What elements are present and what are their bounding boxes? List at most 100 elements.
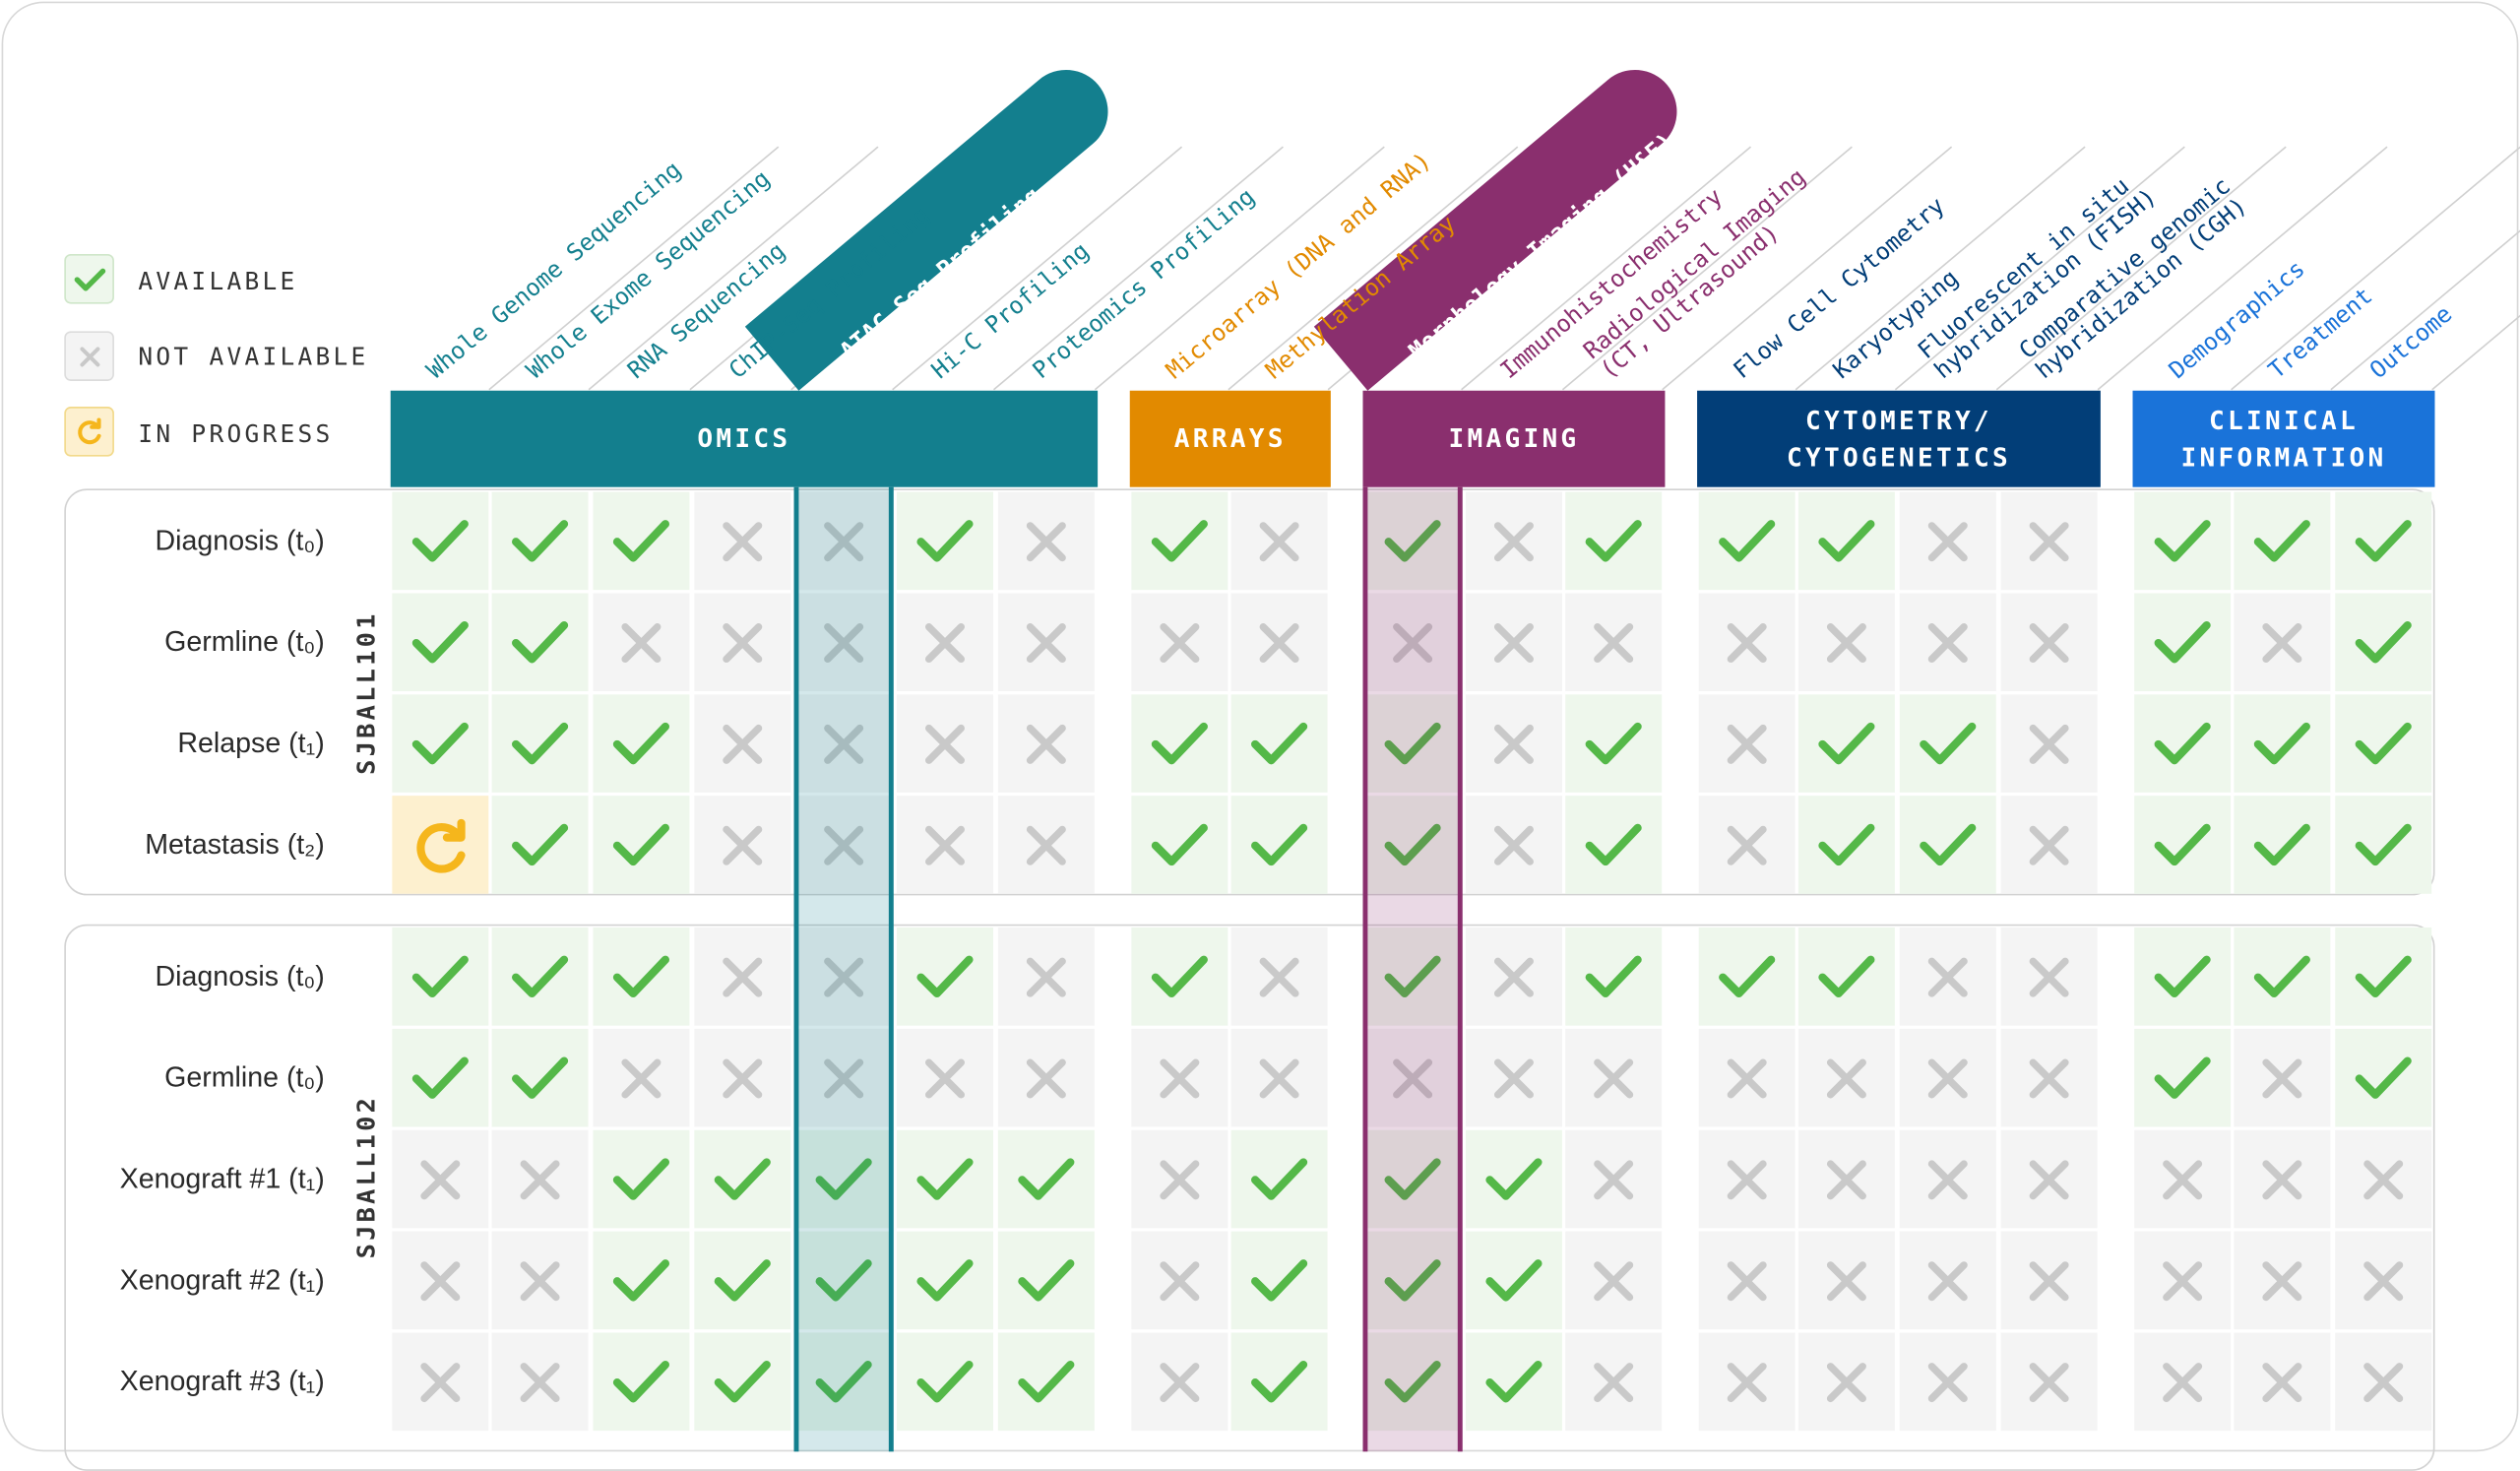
cross-icon bbox=[723, 622, 763, 663]
status-cell-available bbox=[1899, 796, 1996, 894]
cross-icon bbox=[1160, 622, 1200, 663]
status-cell-not-available bbox=[795, 796, 893, 894]
status-cell-available bbox=[2234, 796, 2331, 894]
cross-icon bbox=[1160, 1159, 1200, 1199]
check-icon bbox=[1920, 822, 1977, 865]
status-cell-available bbox=[2335, 927, 2432, 1026]
status-cell-available bbox=[897, 491, 993, 591]
status-cell-not-available bbox=[997, 593, 1095, 692]
status-cell-available bbox=[1797, 796, 1895, 894]
not-available-swatch bbox=[64, 331, 114, 381]
status-cell-not-available bbox=[1465, 1028, 1562, 1127]
status-cell-available bbox=[1131, 694, 1228, 793]
check-icon bbox=[1585, 519, 1642, 561]
status-cell-not-available bbox=[1131, 593, 1228, 692]
cross-icon bbox=[1594, 1057, 1634, 1098]
status-cell-not-available bbox=[694, 1028, 791, 1127]
status-cell-not-available bbox=[897, 694, 993, 793]
status-cell-not-available bbox=[1465, 927, 1562, 1026]
status-cell-not-available bbox=[897, 796, 993, 894]
cross-icon bbox=[1393, 1057, 1433, 1098]
available-swatch bbox=[64, 253, 114, 304]
status-cell-not-available bbox=[491, 1332, 589, 1432]
status-cell-available bbox=[1797, 491, 1895, 591]
cross-icon bbox=[1927, 1057, 1968, 1098]
check-icon bbox=[1585, 822, 1642, 865]
check-icon bbox=[612, 519, 669, 561]
status-cell-not-available bbox=[2000, 694, 2098, 793]
cross-icon bbox=[1493, 956, 1534, 996]
status-cell-available bbox=[1698, 491, 1796, 591]
status-cell-available bbox=[1465, 1332, 1562, 1432]
check-icon bbox=[73, 267, 105, 290]
status-cell-available bbox=[1230, 1231, 1328, 1330]
status-cell-not-available bbox=[2000, 1129, 2098, 1229]
status-cell-available bbox=[1565, 694, 1663, 793]
check-icon bbox=[2154, 722, 2211, 764]
cross-icon bbox=[621, 1057, 662, 1098]
cross-icon bbox=[924, 1057, 965, 1098]
status-cell-not-available bbox=[1131, 1129, 1228, 1229]
cross-icon bbox=[1826, 1362, 1866, 1402]
check-icon bbox=[612, 722, 669, 764]
status-cell-available bbox=[593, 1231, 690, 1330]
check-icon bbox=[1384, 954, 1441, 997]
check-icon bbox=[1251, 722, 1308, 764]
status-cell-available bbox=[491, 491, 589, 591]
check-icon bbox=[1384, 722, 1441, 764]
cross-icon bbox=[1493, 521, 1534, 561]
check-icon bbox=[1384, 1360, 1441, 1402]
check-icon bbox=[411, 722, 469, 764]
cross-icon bbox=[824, 521, 864, 561]
status-cell-available bbox=[897, 1332, 993, 1432]
status-cell-available bbox=[795, 1332, 893, 1432]
status-cell-not-available bbox=[1797, 1028, 1895, 1127]
check-icon bbox=[612, 954, 669, 997]
status-cell-available bbox=[997, 1332, 1095, 1432]
group-header-arrays: ARRAYS bbox=[1129, 390, 1331, 487]
cross-icon bbox=[1594, 1159, 1634, 1199]
check-icon bbox=[1818, 822, 1875, 865]
status-cell-not-available bbox=[1899, 927, 1996, 1026]
cross-icon bbox=[1826, 622, 1866, 663]
status-cell-not-available bbox=[1131, 1231, 1228, 1330]
status-cell-available bbox=[1131, 796, 1228, 894]
cross-icon bbox=[420, 1260, 461, 1301]
check-icon bbox=[714, 1360, 771, 1402]
cross-icon bbox=[1927, 1260, 1968, 1301]
status-cell-available bbox=[593, 1332, 690, 1432]
status-cell-not-available bbox=[694, 796, 791, 894]
cross-icon bbox=[924, 824, 965, 864]
cross-icon bbox=[2163, 1159, 2203, 1199]
status-cell-available bbox=[1230, 1129, 1328, 1229]
status-cell-not-available bbox=[2335, 1129, 2432, 1229]
cross-icon bbox=[1026, 724, 1066, 764]
status-cell-available bbox=[997, 1231, 1095, 1330]
status-cell-available bbox=[1565, 796, 1663, 894]
status-cell-not-available bbox=[2234, 1231, 2331, 1330]
cross-icon bbox=[2029, 622, 2069, 663]
check-icon bbox=[511, 722, 569, 764]
status-cell-available bbox=[2134, 694, 2232, 793]
check-icon bbox=[1251, 1360, 1308, 1402]
cross-icon bbox=[1026, 1057, 1066, 1098]
cross-icon bbox=[520, 1260, 560, 1301]
status-cell-available bbox=[1465, 1129, 1562, 1229]
status-cell-available bbox=[1565, 491, 1663, 591]
status-cell-available bbox=[2134, 491, 2232, 591]
cross-icon bbox=[2262, 1057, 2302, 1098]
status-cell-available bbox=[1230, 1332, 1328, 1432]
group-header-omics: OMICS bbox=[390, 390, 1099, 487]
check-icon bbox=[916, 1157, 974, 1199]
cross-icon bbox=[2163, 1260, 2203, 1301]
cross-icon bbox=[420, 1362, 461, 1402]
cross-icon bbox=[1259, 521, 1299, 561]
cross-icon bbox=[520, 1159, 560, 1199]
status-cell-not-available bbox=[997, 927, 1095, 1026]
cross-icon bbox=[924, 622, 965, 663]
check-icon bbox=[2154, 822, 2211, 865]
group-header-clinical: CLINICAL INFORMATION bbox=[2132, 390, 2435, 487]
status-cell-not-available bbox=[2000, 1332, 2098, 1432]
status-cell-not-available bbox=[593, 593, 690, 692]
